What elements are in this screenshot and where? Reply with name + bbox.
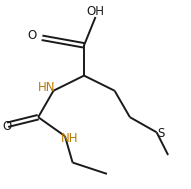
Text: O: O [28, 29, 37, 42]
Text: HN: HN [38, 81, 56, 94]
Text: OH: OH [87, 5, 104, 18]
Text: O: O [2, 120, 11, 133]
Text: S: S [157, 127, 164, 140]
Text: NH: NH [61, 132, 79, 145]
